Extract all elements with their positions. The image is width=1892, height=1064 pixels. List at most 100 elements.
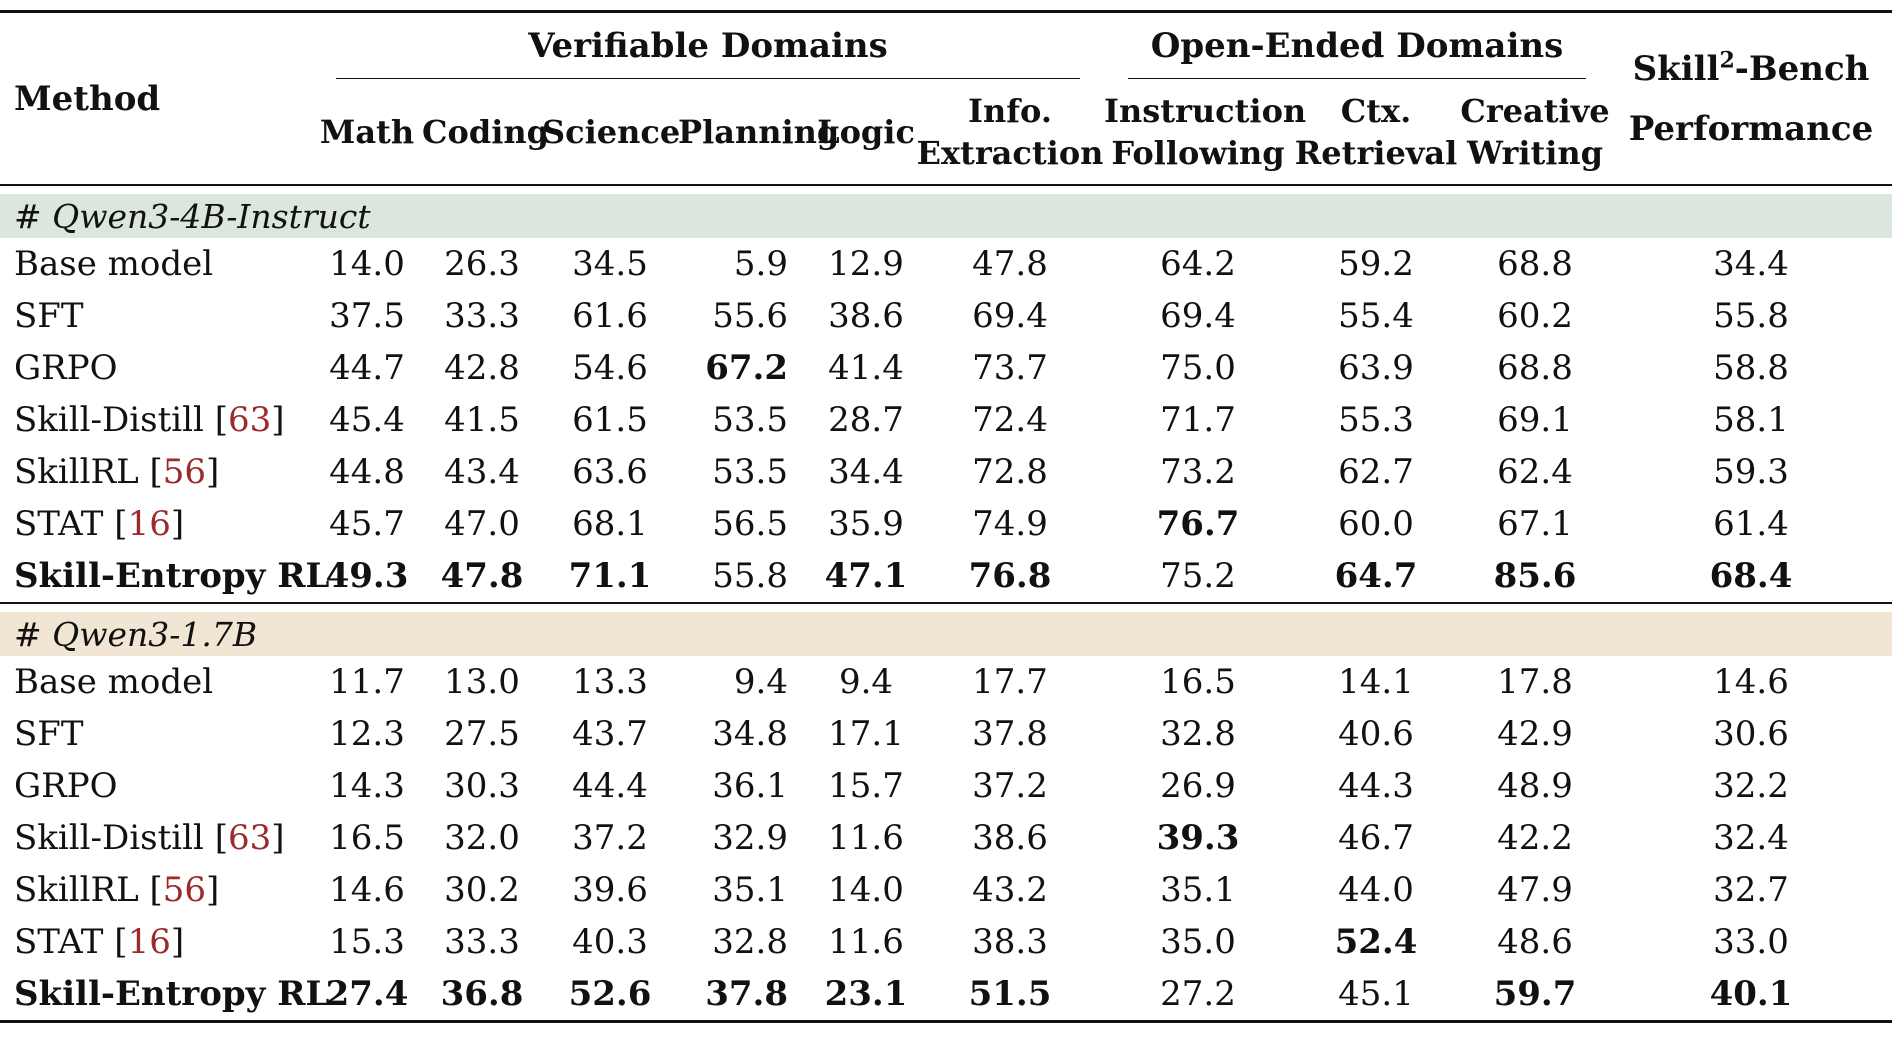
- results-table-container: Method Verifiable Domains Open-Ended Dom…: [0, 10, 1892, 1024]
- method-name: GRPO: [14, 348, 118, 388]
- method-name-cell: Base model: [0, 238, 312, 290]
- value-cell: 85.6: [1493, 556, 1577, 596]
- value-cell: 30.6: [1713, 714, 1789, 754]
- method-name-cell: Skill-Distill [63]: [0, 812, 312, 864]
- header-row-columns: Math Coding Science Planning Logic Info. Extra…: [0, 79, 1892, 185]
- results-table: Method Verifiable Domains Open-Ended Dom…: [0, 10, 1892, 1024]
- value-cell: 45.4: [329, 400, 405, 440]
- value-cell: 37.5: [329, 296, 405, 336]
- method-name-cell: Skill-Entropy RL: [0, 968, 329, 1022]
- column-header-6: Instruction Following: [1104, 79, 1306, 185]
- bench-header-post: -Bench: [1734, 48, 1870, 89]
- bench-performance-header: Skill2-Bench Performance: [1610, 13, 1892, 185]
- column-header-line1: Planning: [678, 112, 840, 151]
- value-cell: 60.2: [1497, 296, 1573, 336]
- method-name-cell: SkillRL [56]: [0, 864, 312, 916]
- method-name: Skill-Entropy RL: [14, 556, 330, 596]
- value-cell: 55.8: [1713, 296, 1789, 336]
- value-cell: 15.7: [828, 766, 904, 806]
- citation-bracket-close: ]: [271, 818, 285, 858]
- column-header-line1: Math: [319, 112, 415, 151]
- group-separator-gap: [0, 186, 1892, 194]
- citation-bracket-open: [: [149, 870, 163, 910]
- value-cell: 71.1: [568, 556, 652, 596]
- value-cell: 30.3: [444, 766, 520, 806]
- value-cell: 61.4: [1713, 504, 1789, 544]
- value-cell: 55.4: [1338, 296, 1414, 336]
- method-header: Method: [14, 78, 161, 119]
- value-cell: 37.2: [572, 818, 648, 858]
- value-cell: 46.7: [1338, 818, 1414, 858]
- value-cell: 34.5: [572, 244, 648, 284]
- value-cell: 41.5: [444, 400, 520, 440]
- value-cell: 44.8: [329, 452, 405, 492]
- method-name-cell: Skill-Entropy RL: [0, 550, 329, 603]
- value-cell: 75.2: [1160, 556, 1236, 596]
- table-row: SFT 37.5 33.3 61.6 55.6 38.6 69.4 69.4 55.4 60.2 5…: [0, 290, 1892, 342]
- citation-link[interactable]: 63: [227, 818, 272, 858]
- value-cell: 69.1: [1497, 400, 1573, 440]
- citation-bracket-open: [: [214, 400, 228, 440]
- value-cell: 68.4: [1709, 556, 1793, 596]
- citation-link[interactable]: 56: [162, 452, 207, 492]
- value-cell: 49.3: [325, 556, 409, 596]
- table-row: SFT 12.3 27.5 43.7 34.8 17.1 37.8 32.8 40.6 42.9 3…: [0, 708, 1892, 760]
- citation-link[interactable]: 56: [162, 870, 207, 910]
- table-row: Skill-Entropy RL 27.4 36.8 52.6 37.8 23.1 51.5…: [0, 968, 1892, 1022]
- citation-bracket-close: ]: [206, 452, 220, 492]
- column-header-line1: Ctx.: [1340, 91, 1412, 130]
- method-name-cell: SkillRL [56]: [0, 446, 312, 498]
- citation-link[interactable]: 63: [227, 400, 272, 440]
- table-row: STAT [16] 45.7 47.0 68.1 56.5 35.9 74.9 76.7 60.…: [0, 498, 1892, 550]
- value-cell: 42.8: [444, 348, 520, 388]
- value-cell: 26.9: [1160, 766, 1236, 806]
- value-cell: 14.6: [1713, 662, 1789, 702]
- value-cell: 34.4: [828, 452, 904, 492]
- group-header-row: # Qwen3-1.7B: [0, 612, 1892, 656]
- method-name: Base model: [14, 244, 214, 284]
- citation-link[interactable]: 16: [127, 922, 171, 962]
- value-cell: 14.1: [1338, 662, 1414, 702]
- column-header-1: Coding: [422, 79, 549, 185]
- citation-link[interactable]: 16: [127, 504, 171, 544]
- value-cell: 47.8: [440, 556, 524, 596]
- value-cell: 69.4: [1160, 296, 1236, 336]
- method-name: Base model: [14, 662, 214, 702]
- value-cell: 52.4: [1334, 922, 1418, 962]
- value-cell: 26.3: [444, 244, 520, 284]
- value-cell: 12.9: [828, 244, 904, 284]
- value-cell: 33.3: [444, 296, 520, 336]
- value-cell: 43.7: [572, 714, 648, 754]
- value-cell: 55.8: [712, 556, 788, 596]
- method-name-cell: SFT: [0, 708, 312, 760]
- value-cell: 27.5: [444, 714, 520, 754]
- open-ended-domains-rule: [1128, 78, 1586, 79]
- value-cell: 59.7: [1493, 974, 1577, 1014]
- value-cell: 17.7: [972, 662, 1048, 702]
- value-cell: 45.1: [1338, 974, 1414, 1014]
- table-body: # Qwen3-4B-Instruct Base model 14.0 26.3 34.…: [0, 184, 1892, 1024]
- value-cell: 44.3: [1338, 766, 1414, 806]
- bench-header-pre: Skill: [1632, 48, 1720, 89]
- column-header-8: Creative Writing: [1460, 79, 1610, 185]
- value-cell: 55.6: [712, 296, 788, 336]
- value-cell: 55.3: [1338, 400, 1414, 440]
- value-cell: 71.7: [1160, 400, 1236, 440]
- value-cell: 42.9: [1497, 714, 1573, 754]
- method-name-cell: GRPO: [0, 760, 312, 812]
- value-cell: 51.5: [968, 974, 1052, 1014]
- value-cell: 14.6: [329, 870, 405, 910]
- value-cell: 14.0: [828, 870, 904, 910]
- value-cell: 40.1: [1709, 974, 1793, 1014]
- value-cell: 76.8: [968, 556, 1052, 596]
- verifiable-domains-header: Verifiable Domains: [312, 13, 1104, 79]
- value-cell: 39.3: [1156, 818, 1240, 858]
- top-rule: [0, 10, 1892, 14]
- value-cell: 59.2: [1338, 244, 1414, 284]
- value-cell: 9.4: [838, 662, 894, 702]
- bench-header-line2: Performance: [1628, 108, 1874, 149]
- value-cell: 68.8: [1497, 348, 1573, 388]
- value-cell: 33.3: [444, 922, 520, 962]
- column-header-4: Logic: [816, 79, 916, 185]
- value-cell: 12.3: [329, 714, 405, 754]
